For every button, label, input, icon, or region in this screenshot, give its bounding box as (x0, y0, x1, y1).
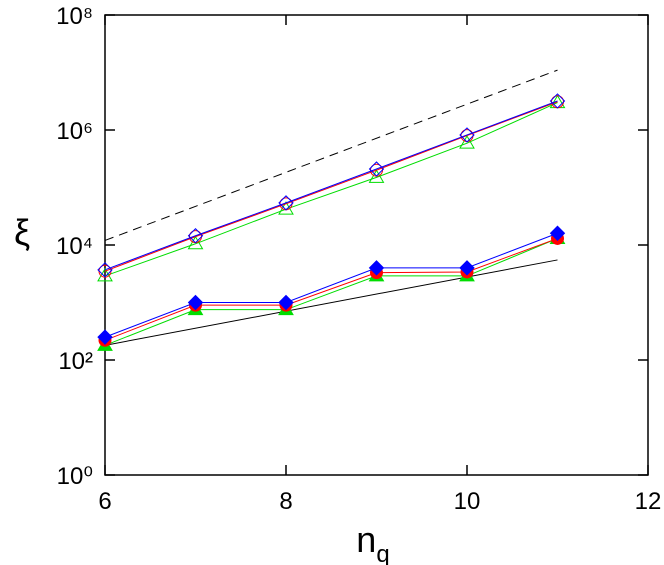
marker (97, 267, 113, 282)
marker (368, 169, 385, 183)
marker (278, 294, 294, 311)
y-tick-label: 10⁰ (57, 463, 93, 490)
marker (187, 228, 204, 244)
series-line (104, 232, 558, 338)
marker (187, 235, 204, 250)
marker (459, 260, 475, 276)
series-line (104, 102, 558, 277)
series-line (104, 69, 558, 241)
y-tick-label: 10⁶ (56, 118, 93, 145)
y-axis-label: ξ (14, 212, 30, 253)
marker (278, 195, 294, 211)
marker (459, 127, 475, 143)
y-tick-label: 10⁴ (56, 233, 93, 260)
series-line (104, 100, 558, 271)
marker (368, 260, 385, 276)
marker (368, 161, 385, 177)
marker (549, 93, 566, 109)
x-tick-label: 12 (635, 488, 662, 515)
x-tick-label: 8 (279, 488, 292, 515)
series-line (104, 237, 558, 341)
marker (459, 135, 475, 149)
x-axis-label: nq (356, 519, 389, 565)
x-tick-label: 10 (454, 488, 481, 515)
marker (187, 294, 204, 311)
marker (549, 225, 566, 241)
x-label-sub: q (376, 541, 389, 565)
series-line (104, 259, 558, 346)
x-tick-label: 6 (98, 488, 111, 515)
x-label-main: n (356, 519, 376, 560)
marker (97, 329, 113, 345)
y-tick-label: 10⁸ (56, 3, 93, 30)
marker (97, 262, 113, 278)
y-tick-label: 10² (58, 348, 93, 375)
series-line (104, 237, 558, 346)
series-line (104, 101, 558, 272)
plot-frame (104, 14, 649, 476)
